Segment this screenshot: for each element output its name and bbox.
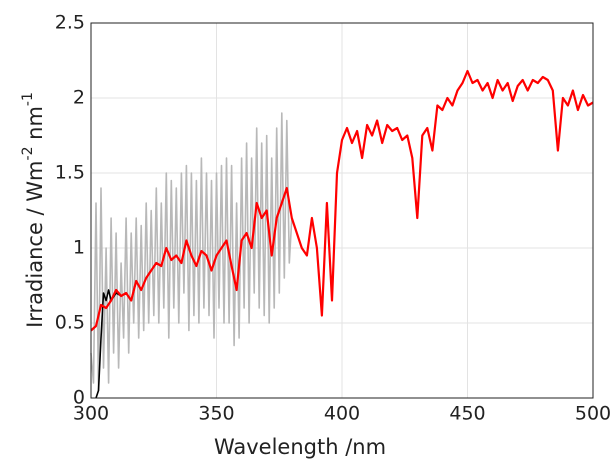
y-tick-label: 2 [73, 87, 85, 109]
y-tick-label: 1 [73, 237, 85, 259]
series-line [90, 112, 293, 392]
x-tick-label: 450 [449, 403, 485, 425]
x-tick-label: 400 [324, 403, 360, 425]
y-axis-label: Irradiance / Wm-2 nm-1 [20, 92, 47, 328]
series-line [90, 69, 594, 332]
y-tick-label: 0.5 [55, 312, 85, 334]
y-tick-label: 1.5 [55, 162, 85, 184]
y-label-sup: -2 [20, 147, 36, 161]
x-axis-label: Wavelength /nm [214, 435, 386, 459]
y-tick-label: 0 [73, 387, 85, 409]
x-tick-label: 350 [198, 403, 234, 425]
x-tick-label: 500 [575, 403, 611, 425]
y-label-part: Irradiance / Wm [23, 160, 47, 327]
y-label-part: nm [23, 106, 47, 146]
plot-frame [90, 22, 594, 399]
y-label-sup: -1 [20, 92, 36, 106]
x-tick-label: 300 [73, 403, 109, 425]
y-tick-label: 2.5 [55, 12, 85, 34]
